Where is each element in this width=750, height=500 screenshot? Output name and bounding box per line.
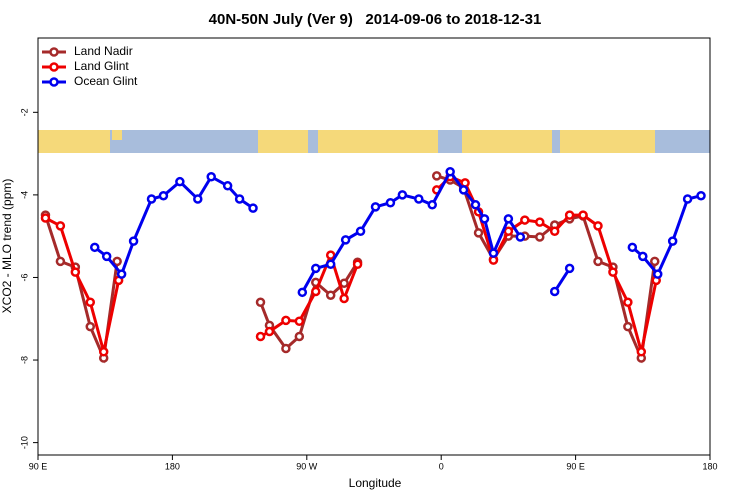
point [520,215,530,225]
point [355,226,366,236]
point [255,331,266,342]
point [294,316,305,326]
point [503,214,514,224]
point [116,269,127,279]
point [112,256,122,267]
point [549,286,560,297]
y-tick-label: -8 [19,356,29,364]
point [234,194,245,204]
point [281,315,291,326]
point [473,228,484,238]
point [370,202,381,212]
point [255,297,266,307]
legend-label: Ocean Glint [74,74,138,88]
point [636,347,647,357]
point [549,226,560,236]
point [40,213,51,223]
point [638,251,648,262]
point [70,267,81,277]
point [89,242,100,253]
y-tick-label: -2 [19,108,29,116]
point [427,200,437,210]
point [479,214,490,224]
point [470,200,481,210]
x-tick-label: 90 E [29,461,48,471]
point [339,293,349,304]
point [535,232,545,242]
plot-frame [37,37,711,456]
point [696,190,706,201]
x-tick-label: 180 [165,461,180,471]
x-tick-label: 90 E [566,461,585,471]
x-tick-label: 0 [439,461,444,471]
chart-title: 40N-50N July (Ver 9) 2014-09-06 to 2018-… [209,11,542,28]
point [311,286,321,297]
point [682,194,693,204]
y-tick-label: -10 [19,436,29,449]
point [667,236,678,246]
point [325,250,336,260]
point [325,290,336,300]
point [488,248,499,258]
point [445,167,455,177]
point [158,190,169,201]
point [175,176,185,187]
y-tick-label: -4 [19,191,29,199]
point [146,194,157,204]
point [431,171,442,181]
y-tick-label: -6 [19,273,29,281]
legend-label: Land Glint [74,59,129,73]
point [623,321,633,332]
point [608,267,618,277]
point [294,331,305,342]
legend-marker [49,62,59,72]
x-tick-label: 90 W [296,461,318,471]
point [564,210,575,220]
point [593,221,603,231]
point [627,242,638,253]
point [206,171,216,182]
point [101,251,112,262]
point [385,197,396,208]
legend-label: Land Nadir [74,44,133,58]
point [193,194,203,204]
point [352,259,363,270]
point [55,256,66,267]
series-line [44,174,657,364]
point [458,185,469,195]
y-axis-label: XCO2 - MLO trend (ppm) [0,179,14,314]
point [652,269,663,279]
point [325,259,336,270]
x-tick-label: 180 [702,461,717,471]
series-line [44,174,658,353]
point [414,194,424,204]
point [98,347,109,357]
point [515,232,526,242]
point [564,263,575,274]
point [593,256,603,267]
point [281,343,291,354]
legend-marker [49,47,59,57]
legend-marker [49,77,59,87]
point [649,256,660,267]
point [340,235,351,245]
point [503,226,514,236]
point [264,326,275,337]
point [85,321,96,332]
point [578,210,588,220]
point [311,263,321,274]
point [535,217,545,227]
point [85,297,96,307]
point [297,287,308,298]
point [128,236,139,246]
point [397,190,408,200]
point [623,297,633,307]
point [55,221,66,231]
point [248,203,258,213]
point [222,181,233,191]
x-axis-label: Longitude [349,476,402,490]
map-strip [38,130,710,153]
